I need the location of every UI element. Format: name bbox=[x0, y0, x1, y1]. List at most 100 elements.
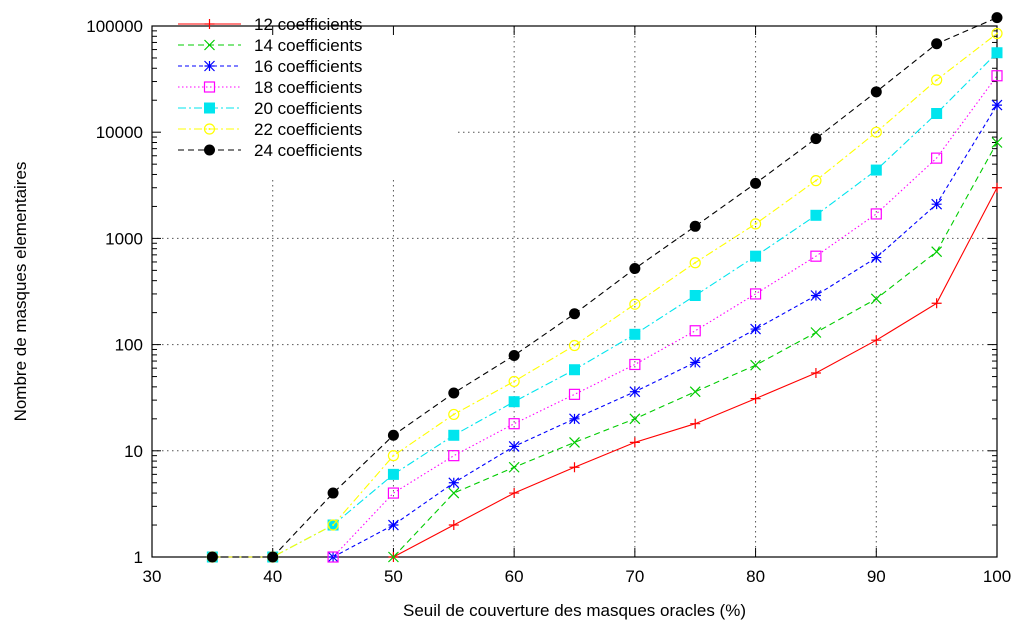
data-point bbox=[387, 487, 400, 499]
data-point bbox=[509, 488, 520, 499]
legend-entry: 18 coefficients bbox=[178, 78, 362, 97]
data-point bbox=[388, 519, 399, 531]
data-point bbox=[991, 99, 1003, 111]
data-point bbox=[991, 12, 1003, 24]
data-point bbox=[448, 487, 460, 499]
data-point bbox=[508, 375, 520, 388]
data-point bbox=[689, 257, 701, 269]
data-point bbox=[931, 107, 943, 119]
data-point bbox=[448, 429, 460, 441]
legend-label: 18 coefficients bbox=[254, 78, 362, 97]
y-tick-label: 1 bbox=[134, 548, 143, 567]
data-point bbox=[206, 551, 218, 563]
x-tick-label: 60 bbox=[505, 567, 524, 586]
legend-label: 16 coefficients bbox=[254, 57, 362, 76]
legend-entry: 24 coefficients bbox=[178, 141, 362, 160]
data-point bbox=[810, 327, 822, 338]
data-point bbox=[327, 487, 339, 499]
data-point bbox=[629, 358, 641, 371]
data-point bbox=[996, 32, 998, 35]
data-point bbox=[633, 303, 636, 306]
x-axis-title: Seuil de couverture des masques oracles … bbox=[403, 601, 746, 620]
data-point bbox=[810, 175, 822, 187]
data-point bbox=[749, 288, 762, 300]
y-tick-label: 100000 bbox=[86, 17, 143, 36]
legend-label: 24 coefficients bbox=[254, 141, 362, 160]
series-3 bbox=[327, 99, 1003, 563]
data-point bbox=[931, 198, 943, 210]
data-point bbox=[448, 450, 460, 462]
x-tick-label: 30 bbox=[143, 567, 162, 586]
data-point bbox=[870, 164, 882, 176]
data-point bbox=[689, 325, 701, 337]
y-tick-label: 1000 bbox=[105, 229, 143, 248]
legend-marker bbox=[204, 102, 215, 114]
data-point bbox=[629, 413, 641, 425]
data-point bbox=[991, 27, 1003, 40]
legend-marker bbox=[204, 19, 215, 29]
data-point bbox=[870, 293, 882, 305]
data-point bbox=[448, 408, 460, 421]
data-point bbox=[810, 209, 822, 221]
data-point bbox=[568, 339, 581, 352]
data-point bbox=[508, 440, 520, 452]
data-point bbox=[810, 133, 822, 145]
data-point bbox=[327, 551, 339, 563]
data-point bbox=[327, 551, 339, 563]
data-point bbox=[931, 246, 943, 258]
data-point bbox=[750, 177, 762, 189]
data-point bbox=[750, 250, 762, 262]
data-point bbox=[508, 418, 520, 430]
data-point bbox=[267, 551, 279, 563]
data-point bbox=[750, 393, 761, 404]
data-point bbox=[508, 396, 520, 408]
x-tick-label: 90 bbox=[867, 567, 886, 586]
series-layer bbox=[206, 12, 1003, 563]
data-point bbox=[448, 477, 460, 489]
data-point bbox=[694, 261, 697, 264]
data-point bbox=[327, 519, 339, 531]
legend-entry: 14 coefficients bbox=[178, 36, 362, 55]
data-point bbox=[689, 220, 701, 232]
data-point bbox=[871, 335, 882, 346]
series-4 bbox=[327, 70, 1003, 563]
data-point bbox=[749, 218, 762, 230]
data-point bbox=[991, 47, 1003, 59]
data-point bbox=[568, 388, 581, 400]
series-line bbox=[393, 142, 998, 558]
data-point bbox=[931, 38, 943, 50]
data-point bbox=[810, 250, 822, 262]
data-point bbox=[629, 386, 641, 398]
legend-label: 14 coefficients bbox=[254, 36, 362, 55]
data-point bbox=[569, 436, 580, 448]
data-point bbox=[992, 182, 1002, 193]
series-line bbox=[212, 17, 998, 558]
data-point bbox=[387, 468, 399, 480]
data-point bbox=[629, 298, 641, 310]
data-point bbox=[754, 222, 757, 225]
data-point bbox=[629, 437, 640, 448]
data-point bbox=[569, 462, 580, 473]
data-point bbox=[388, 551, 399, 563]
data-point bbox=[935, 79, 938, 82]
data-point bbox=[750, 359, 761, 371]
legend-marker bbox=[203, 81, 216, 93]
data-point bbox=[931, 298, 942, 309]
data-point bbox=[569, 364, 580, 376]
data-point bbox=[448, 387, 460, 399]
legend-entry: 16 coefficients bbox=[178, 57, 362, 76]
legend-marker bbox=[204, 60, 215, 72]
data-point bbox=[870, 252, 882, 263]
data-point bbox=[931, 152, 943, 164]
data-point bbox=[332, 524, 335, 527]
grid bbox=[152, 25, 997, 557]
y-tick-label: 100 bbox=[115, 336, 143, 355]
x-tick-label: 70 bbox=[625, 567, 644, 586]
legend-label: 12 coefficients bbox=[254, 15, 362, 34]
x-tick-label: 50 bbox=[384, 567, 403, 586]
legend-entry: 22 coefficients bbox=[178, 120, 362, 139]
data-point bbox=[387, 429, 399, 441]
legend-marker bbox=[208, 128, 211, 130]
series-line bbox=[212, 52, 998, 558]
